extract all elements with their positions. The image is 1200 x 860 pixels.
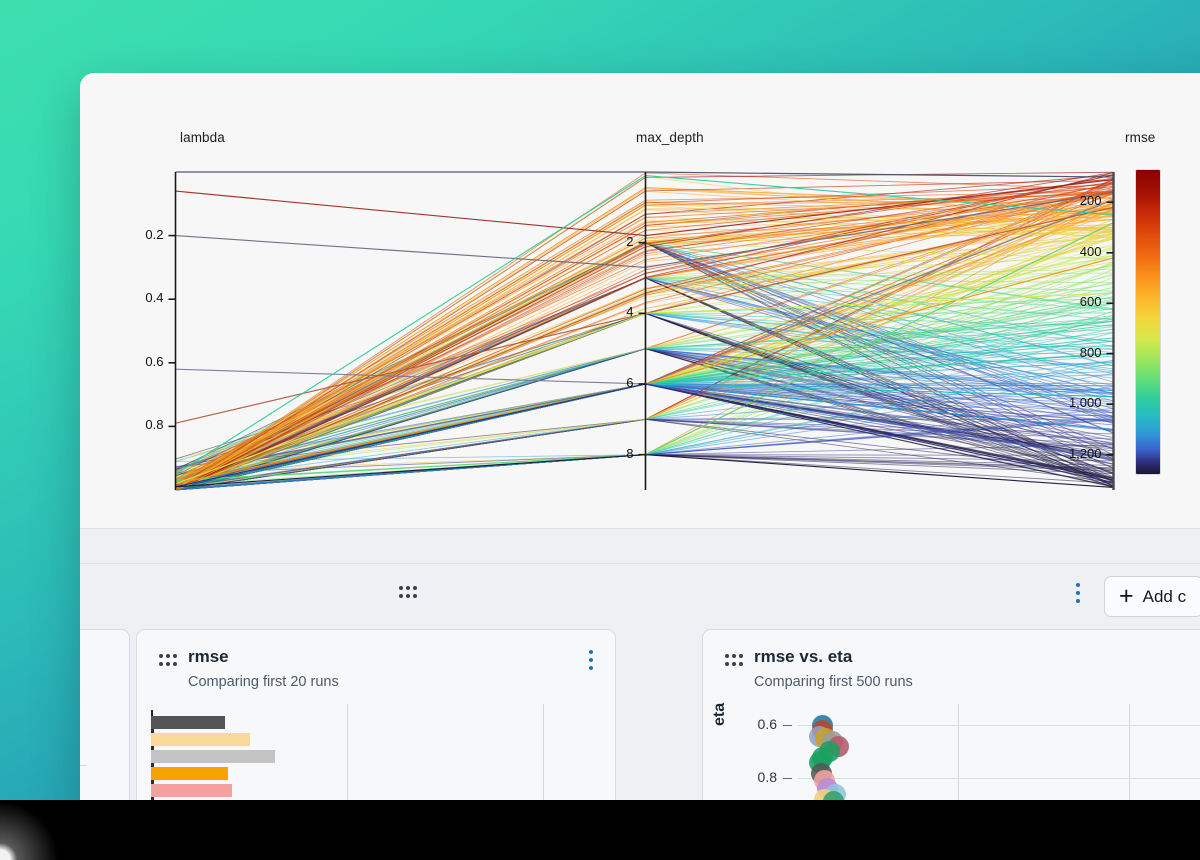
bar-gridline — [543, 704, 544, 813]
scatter-tickmark — [783, 777, 792, 779]
card-drag-handle-icon[interactable] — [725, 654, 743, 667]
scatter-gridline — [958, 704, 959, 813]
axis-title-max-depth: max_depth — [636, 130, 704, 145]
scatter-gridline — [797, 777, 1200, 779]
scatter-tick-label: 0.8 — [757, 768, 777, 785]
parallel-coordinates-panel[interactable]: lambda max_depth rmse 0.8 0.6 0.4 0.2 8 6 4 2 1,… — [80, 73, 1200, 505]
chart-card-rmse-vs-eta[interactable]: rmse vs. eta Comparing first 500 runs et… — [702, 629, 1200, 813]
scatter-tickmark — [783, 725, 792, 727]
scatter-plot-rmse-vs-eta[interactable]: 10.80.6 — [713, 704, 1200, 813]
bar[interactable] — [151, 784, 232, 797]
panel-divider-top — [80, 505, 1200, 529]
bar-axis-tick — [151, 760, 154, 773]
rmse-colorbar[interactable] — [1135, 169, 1161, 475]
tick-label: 800 — [1079, 344, 1102, 360]
tick-label: 0.4 — [145, 290, 164, 306]
plus-icon: + — [1119, 582, 1134, 610]
tick-label: 1,000 — [1068, 395, 1102, 411]
tick-label: 2 — [626, 233, 634, 249]
section-kebab-menu-icon[interactable] — [1076, 583, 1080, 603]
bar-gridline — [347, 704, 348, 813]
card-title-rmse: rmse — [188, 647, 229, 666]
tick-label: 1,200 — [1068, 445, 1102, 461]
bar-axis-tick — [151, 777, 154, 790]
chart-card-rmse[interactable]: rmse Comparing first 20 runs — [136, 629, 616, 813]
tick-label: 4 — [626, 304, 634, 320]
scatter-gridline — [1129, 704, 1130, 813]
add-chart-button[interactable]: + Add c — [1104, 576, 1200, 617]
tick-label: 200 — [1079, 193, 1102, 209]
parallel-coordinates-plot[interactable] — [80, 73, 1200, 505]
scatter-tick-label: 0.6 — [757, 716, 777, 733]
axis-title-rmse: rmse — [1125, 130, 1156, 145]
bar[interactable] — [151, 750, 275, 763]
section-header-strip — [80, 529, 1200, 564]
card-subtitle-rmse-vs-eta: Comparing first 500 runs — [754, 674, 913, 690]
tick-label: 0.6 — [145, 353, 164, 369]
card-kebab-menu-icon[interactable] — [589, 650, 593, 670]
screenshot-bottom-shadow — [0, 800, 1200, 860]
tick-label: 0.8 — [145, 417, 164, 433]
tick-label: 400 — [1079, 243, 1102, 259]
chart-card-partial[interactable] — [80, 629, 130, 813]
tick-label: 600 — [1079, 294, 1102, 310]
tick-label: 8 — [626, 445, 634, 461]
bar[interactable] — [151, 716, 225, 729]
bar-axis-tick — [151, 726, 154, 739]
bar-chart-rmse[interactable] — [151, 704, 611, 813]
tick-label: 6 — [626, 375, 634, 390]
bar[interactable] — [151, 767, 228, 780]
card-subtitle-rmse: Comparing first 20 runs — [188, 674, 339, 690]
bar[interactable] — [151, 733, 250, 746]
scatter-gridline — [797, 725, 1200, 727]
card-title-rmse-vs-eta: rmse vs. eta — [754, 647, 853, 666]
tick-label: 0.2 — [145, 226, 164, 242]
axis-title-lambda: lambda — [180, 130, 225, 145]
bar-axis-tick — [151, 743, 154, 756]
app-window: lambda max_depth rmse 0.8 0.6 0.4 0.2 8 6 4 2 1,… — [80, 73, 1200, 813]
grid-drag-handle-icon[interactable] — [399, 586, 417, 599]
charts-grid: rmse Comparing first 20 runs rmse vs. et… — [80, 621, 1200, 813]
card-drag-handle-icon[interactable] — [159, 654, 177, 667]
add-chart-label: Add c — [1142, 586, 1187, 606]
section-toolbar: + Add c — [80, 564, 1200, 621]
